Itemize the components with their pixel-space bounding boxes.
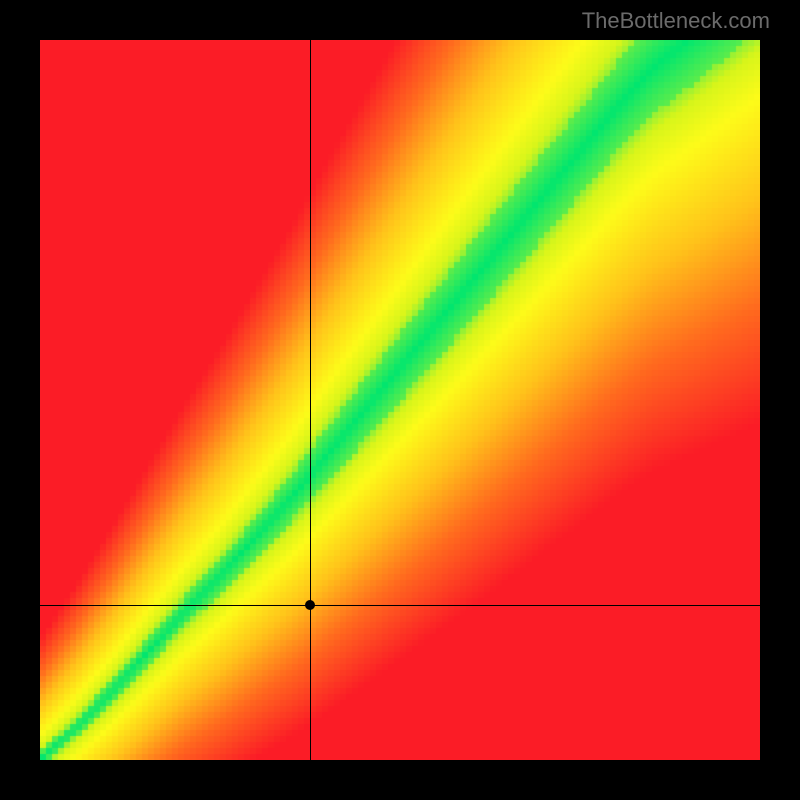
heatmap-canvas (40, 40, 760, 760)
watermark-text: TheBottleneck.com (582, 8, 770, 34)
crosshair-marker (305, 600, 315, 610)
crosshair-horizontal (40, 605, 760, 606)
heatmap-plot (40, 40, 760, 760)
crosshair-vertical (310, 40, 311, 760)
